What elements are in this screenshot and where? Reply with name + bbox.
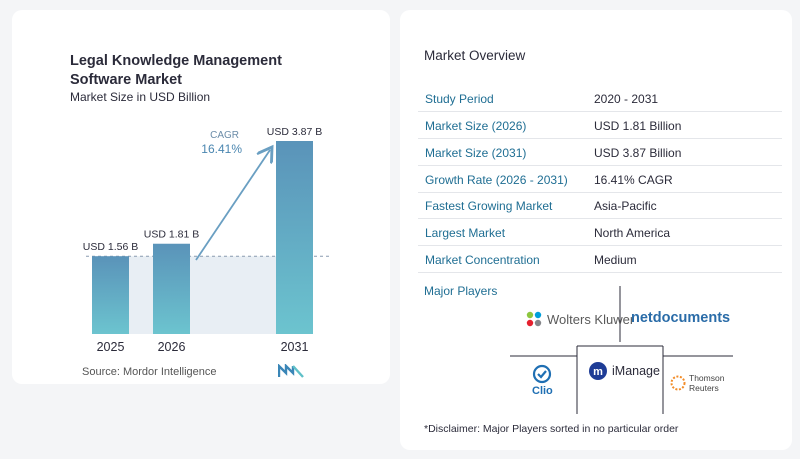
overview-label: Growth Rate (2026 - 2031)	[425, 173, 568, 187]
overview-row: Market Concentration Medium	[418, 247, 782, 273]
category-label-2025: 2025	[97, 340, 125, 354]
overview-value: Medium	[594, 253, 637, 267]
thomson-reuters-line1: Thomson	[689, 373, 725, 383]
overview-row: Largest Market North America	[418, 220, 782, 246]
bar-2031	[276, 141, 313, 334]
overview-value: USD 3.87 Billion	[594, 146, 682, 160]
bar-2026	[153, 243, 190, 334]
cagr-value: 16.41%	[201, 142, 242, 156]
overview-row: Market Size (2026) USD 1.81 Billion	[418, 113, 782, 139]
clio-logo: Clio	[532, 364, 553, 397]
wolters-kluwer-icon	[526, 311, 542, 327]
netdocuments-logo: netdocuments	[631, 310, 730, 326]
overview-label: Market Concentration	[425, 253, 540, 267]
source-label: Source: Mordor Intelligence	[82, 366, 217, 378]
imanage-logo: m iManage	[588, 361, 660, 381]
bar-2025	[92, 256, 129, 334]
overview-value: North America	[594, 226, 671, 240]
overview-value: 2020 - 2031	[594, 92, 659, 106]
baseline-shade	[129, 256, 276, 334]
overview-row: Fastest Growing Market Asia-Pacific	[418, 193, 782, 219]
wolters-kluwer-logo: Wolters Kluwer	[525, 310, 634, 328]
players-grid-lines	[510, 286, 733, 414]
svg-text:m: m	[593, 366, 603, 378]
major-players-title: Major Players	[424, 284, 498, 298]
thomson-reuters-logo: Thomson Reuters	[670, 373, 724, 393]
thomson-reuters-line2: Reuters	[689, 383, 719, 393]
value-label-2025: USD 1.56 B	[83, 241, 138, 253]
overview-value: USD 1.81 Billion	[594, 119, 682, 133]
category-label-2031: 2031	[281, 340, 309, 354]
bar-chart: USD 1.56 B 2025 USD 1.81 B 2026 USD 3.87 B 20…	[83, 126, 330, 354]
overview-label: Fastest Growing Market	[425, 199, 553, 213]
overview-row: Growth Rate (2026 - 2031) 16.41% CAGR	[418, 167, 782, 193]
chart-subtitle: Market Size in USD Billion	[70, 90, 211, 104]
clio-icon	[533, 364, 552, 384]
clio-name: Clio	[532, 385, 553, 397]
disclaimer: *Disclaimer: Major Players sorted in no …	[424, 423, 679, 435]
cagr-label: CAGR	[210, 130, 239, 141]
mordor-logo-icon	[278, 364, 304, 378]
chart-title: Legal Knowledge Management Software Mark…	[70, 53, 282, 88]
overview-value: Asia-Pacific	[594, 199, 657, 213]
value-label-2026: USD 1.81 B	[144, 229, 199, 241]
thomson-reuters-icon	[670, 375, 686, 391]
overview-row: Study Period 2020 - 2031	[418, 86, 782, 112]
overview-label: Market Size (2031)	[425, 146, 527, 160]
imanage-icon: m	[589, 362, 607, 380]
overview-row: Market Size (2031) USD 3.87 Billion	[418, 140, 782, 166]
overview-label: Market Size (2026)	[425, 119, 527, 133]
overview-value: 16.41% CAGR	[594, 173, 673, 187]
category-label-2026: 2026	[158, 340, 186, 354]
overview-title: Market Overview	[424, 48, 526, 63]
imanage-name: iManage	[612, 364, 660, 378]
overview-label: Study Period	[425, 92, 494, 106]
netdocuments-name: netdocuments	[631, 310, 731, 326]
overview-label: Largest Market	[425, 226, 506, 240]
value-label-2031: USD 3.87 B	[267, 126, 322, 138]
cagr-arrow	[195, 150, 270, 261]
wolters-kluwer-name: Wolters Kluwer	[547, 311, 635, 327]
